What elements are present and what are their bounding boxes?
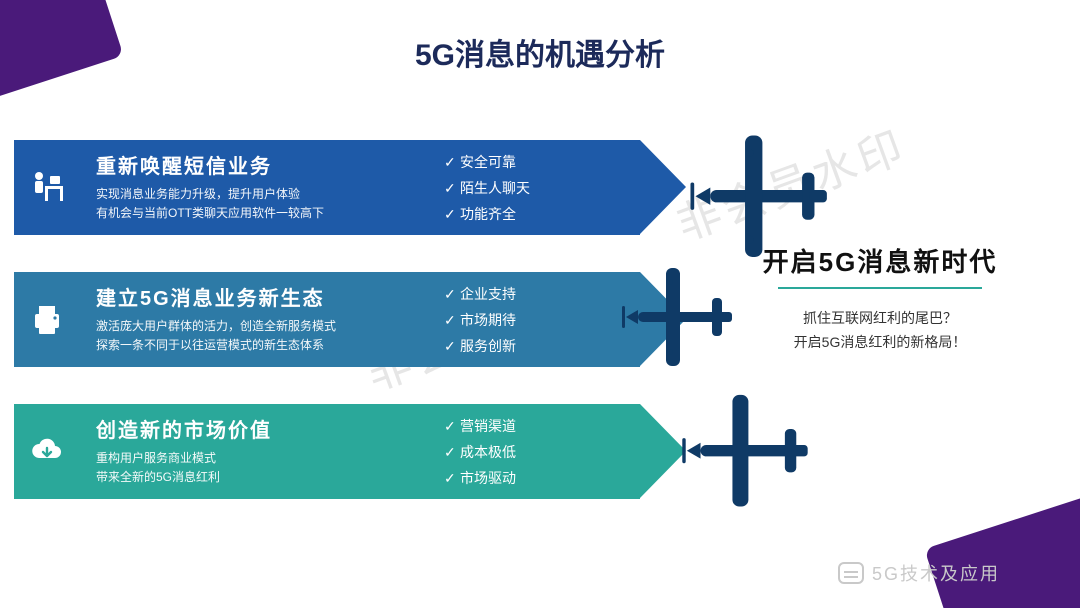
feature-row: 创造新的市场价值重构用户服务商业模式带来全新的5G消息红利✓营销渠道✓成本极低✓… <box>14 404 724 516</box>
cloud-download-icon <box>14 404 80 499</box>
corner-accent-bottom-right <box>924 493 1080 608</box>
arrow-cap <box>640 140 686 234</box>
right-title: 开启5G消息新时代 <box>730 242 1030 279</box>
feature-desc: 带来全新的5G消息红利 <box>96 468 624 487</box>
check-item: ✓陌生人聊天 <box>444 178 530 198</box>
feature-desc: 探索一条不同于以往运营模式的新生态体系 <box>96 336 624 355</box>
feature-desc: 激活庞大用户群体的活力，创造全新服务模式 <box>96 317 624 336</box>
check-item: ✓安全可靠 <box>444 152 530 172</box>
feature-row: 重新唤醒短信业务实现消息业务能力升级，提升用户体验有机会与当前OTT类聊天应用软… <box>14 140 724 252</box>
check-item: ✓成本极低 <box>444 442 516 462</box>
desk-icon <box>14 140 80 235</box>
check-item: ✓功能齐全 <box>444 204 530 224</box>
footer-source: 5G技术及应用 <box>838 560 1000 586</box>
feature-rows: 重新唤醒短信业务实现消息业务能力升级，提升用户体验有机会与当前OTT类聊天应用软… <box>14 140 724 536</box>
check-item: ✓营销渠道 <box>444 416 516 436</box>
check-item: ✓市场期待 <box>444 310 516 330</box>
feature-title: 建立5G消息业务新生态 <box>96 282 624 311</box>
plane-icon <box>620 262 740 372</box>
feature-bar: 建立5G消息业务新生态激活庞大用户群体的活力，创造全新服务模式探索一条不同于以往… <box>80 272 686 367</box>
feature-checks: ✓企业支持 ✓市场期待 ✓服务创新 <box>444 278 516 362</box>
footer-source-label: 5G技术及应用 <box>872 560 1000 586</box>
check-item: ✓市场驱动 <box>444 468 516 488</box>
right-sub-2: 开启5G消息红利的新格局！ <box>730 331 1030 355</box>
feature-desc: 实现消息业务能力升级，提升用户体验 <box>96 185 624 204</box>
feature-row: 建立5G消息业务新生态激活庞大用户群体的活力，创造全新服务模式探索一条不同于以往… <box>14 272 724 384</box>
feature-checks: ✓安全可靠 ✓陌生人聊天 ✓功能齐全 <box>444 146 530 230</box>
feature-desc: 重构用户服务商业模式 <box>96 449 624 468</box>
feature-title: 创造新的市场价值 <box>96 414 624 443</box>
feature-checks: ✓营销渠道 ✓成本极低 ✓市场驱动 <box>444 410 516 494</box>
feature-desc: 有机会与当前OTT类聊天应用软件一较高下 <box>96 204 624 223</box>
feature-title: 重新唤醒短信业务 <box>96 150 624 179</box>
printer-icon <box>14 272 80 367</box>
right-sub-1: 抓住互联网红利的尾巴？ <box>730 307 1030 331</box>
chat-bubble-icon <box>838 562 864 584</box>
feature-bar: 重新唤醒短信业务实现消息业务能力升级，提升用户体验有机会与当前OTT类聊天应用软… <box>80 140 686 235</box>
right-divider <box>778 287 982 289</box>
page-title: 5G消息的机遇分析 <box>0 30 1080 74</box>
check-item: ✓企业支持 <box>444 284 516 304</box>
right-callout: 开启5G消息新时代 抓住互联网红利的尾巴？ 开启5G消息红利的新格局！ <box>730 242 1030 355</box>
check-item: ✓服务创新 <box>444 336 516 356</box>
plane-icon <box>680 388 817 513</box>
feature-bar: 创造新的市场价值重构用户服务商业模式带来全新的5G消息红利✓营销渠道✓成本极低✓… <box>80 404 686 499</box>
